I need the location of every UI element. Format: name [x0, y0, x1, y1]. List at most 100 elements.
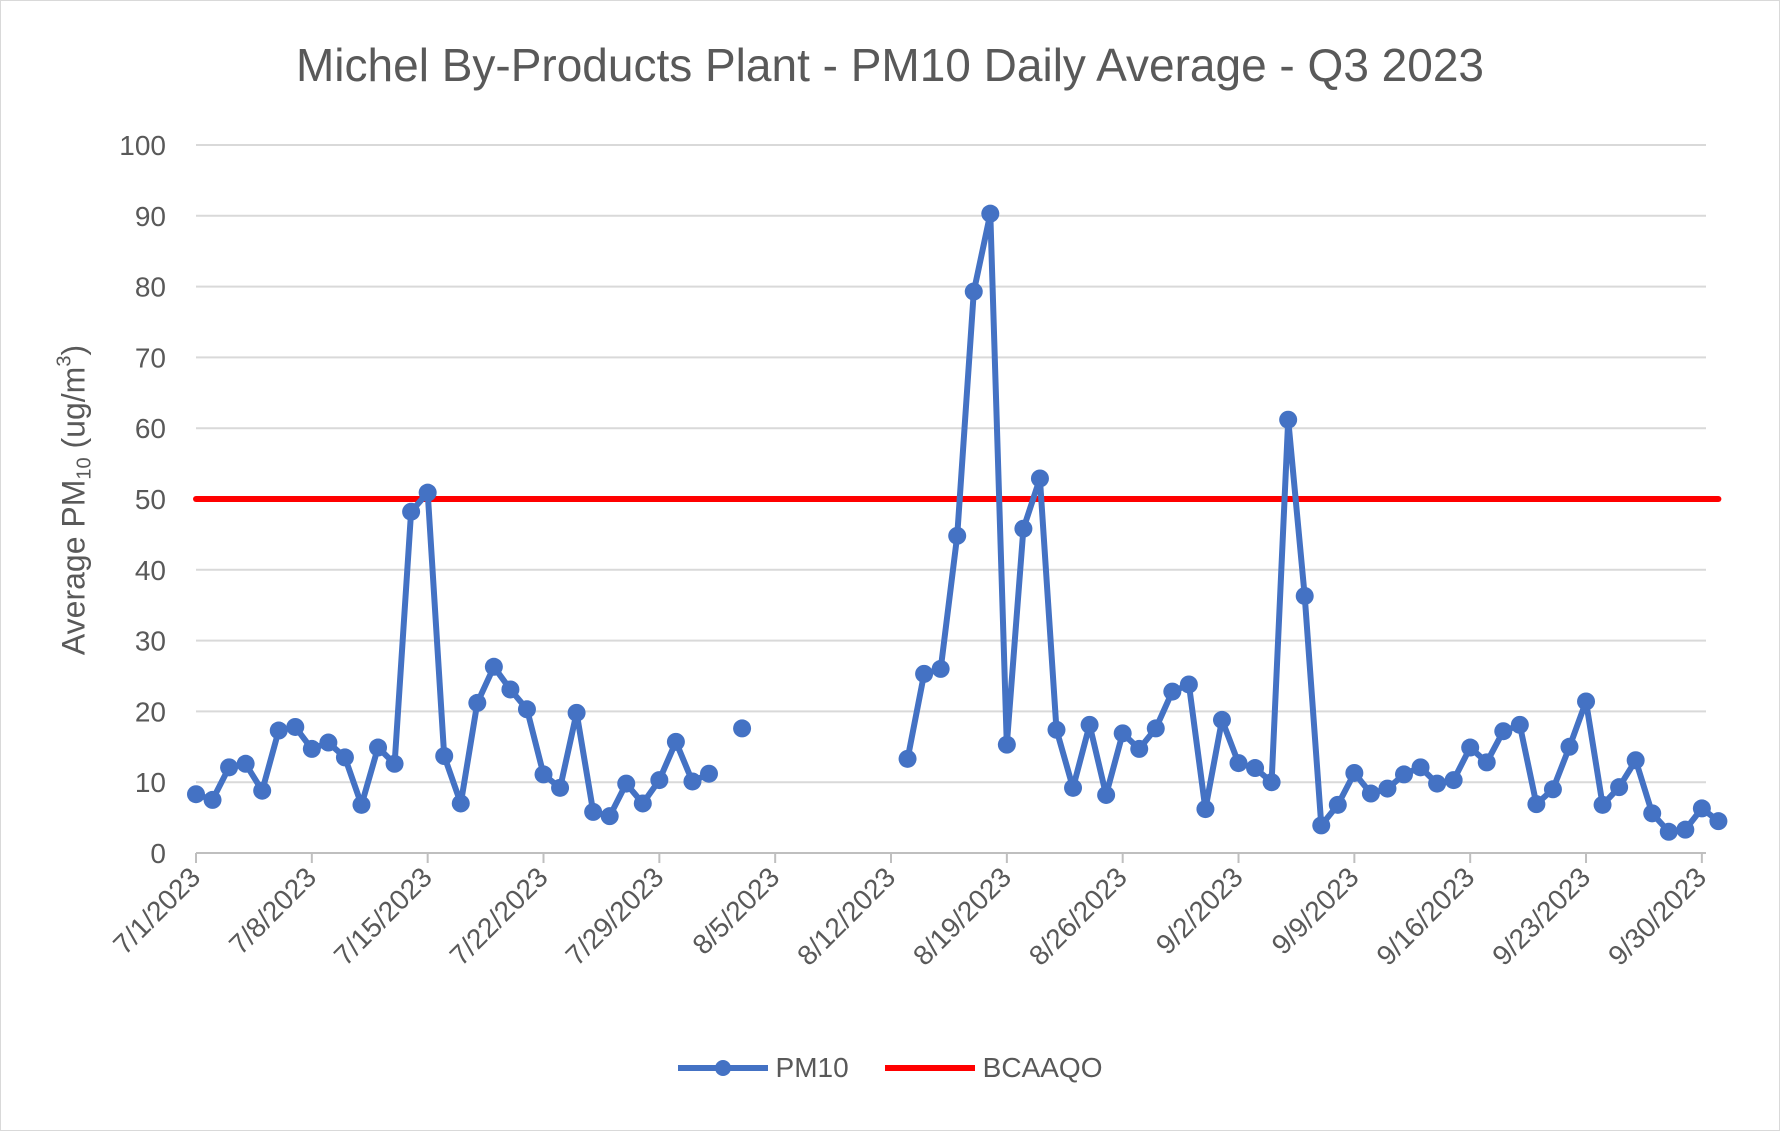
data-point-pm10 — [1179, 675, 1198, 694]
y-axis-label: Average PM10 (ug/m3) — [54, 345, 97, 655]
data-point-pm10 — [220, 758, 239, 777]
data-point-pm10 — [236, 754, 255, 773]
legend-swatch-pm10 — [677, 1060, 768, 1076]
legend-item-bcaaqo: BCAAQO — [884, 1052, 1103, 1084]
y-tick-label: 10 — [135, 767, 166, 798]
data-point-pm10 — [302, 739, 321, 758]
data-point-pm10 — [484, 657, 503, 676]
x-tick-label: 7/8/2023 — [223, 861, 322, 960]
y-axis-label-unit: (ug/m — [55, 366, 92, 458]
x-tick-label: 9/30/2023 — [1602, 861, 1712, 971]
data-point-pm10 — [1577, 692, 1596, 711]
data-point-pm10 — [567, 703, 586, 722]
data-point-pm10 — [948, 526, 967, 545]
data-point-pm10 — [1411, 758, 1430, 777]
data-point-pm10 — [501, 680, 520, 699]
data-point-pm10 — [683, 772, 702, 791]
data-point-pm10 — [385, 754, 404, 773]
data-point-pm10 — [517, 700, 536, 719]
x-tick-label: 7/22/2023 — [444, 861, 554, 971]
y-axis-label-close: ) — [55, 344, 92, 356]
data-point-pm10 — [699, 764, 718, 783]
data-point-pm10 — [1163, 682, 1182, 701]
y-tick-label: 70 — [135, 342, 166, 373]
data-point-pm10 — [1444, 771, 1463, 790]
data-point-pm10 — [1692, 799, 1711, 818]
data-point-pm10 — [551, 778, 570, 797]
data-point-pm10 — [1378, 779, 1397, 798]
data-point-pm10 — [253, 781, 272, 800]
data-point-pm10 — [1477, 753, 1496, 772]
data-point-pm10 — [187, 785, 205, 804]
data-point-pm10 — [1113, 724, 1132, 743]
data-point-pm10 — [981, 204, 1000, 223]
y-tick-label: 40 — [135, 555, 166, 586]
chart-title: Michel By-Products Plant - PM10 Daily Av… — [295, 39, 1485, 91]
y-tick-label: 100 — [119, 130, 166, 161]
data-point-pm10 — [617, 774, 636, 793]
x-tick-labels: 7/1/2023 7/8/2023 7/15/2023 7/22/2023 7/29/2… — [107, 861, 1712, 971]
data-point-pm10 — [1229, 754, 1248, 773]
data-point-pm10 — [335, 748, 354, 767]
x-tick-label: 8/12/2023 — [791, 861, 901, 971]
legend-label-bcaaqo: BCAAQO — [982, 1052, 1103, 1083]
data-point-pm10 — [534, 765, 553, 784]
data-point-pm10 — [1361, 784, 1380, 803]
data-point-pm10 — [1279, 410, 1298, 429]
data-point-pm10 — [1196, 800, 1215, 819]
y-tick-label: 30 — [135, 626, 166, 657]
legend-item-pm10: PM10 — [677, 1052, 849, 1084]
legend-swatch-bcaaqo — [884, 1065, 975, 1071]
data-point-pm10 — [1312, 816, 1331, 835]
data-point-pm10 — [402, 502, 421, 521]
data-point-pm10 — [1643, 804, 1662, 823]
data-point-pm10 — [1527, 795, 1546, 814]
y-tick-label: 50 — [135, 484, 166, 515]
data-point-pm10 — [1593, 795, 1612, 814]
series-line-pm10 — [193, 489, 712, 820]
legend: PM10 BCAAQO — [0, 1052, 1780, 1084]
data-point-pm10 — [1395, 765, 1413, 784]
x-tick-label: 7/15/2023 — [328, 861, 438, 971]
legend-label-pm10: PM10 — [775, 1052, 849, 1083]
data-point-pm10 — [468, 693, 487, 712]
data-point-pm10 — [915, 664, 934, 683]
x-tick-label: 9/9/2023 — [1266, 861, 1365, 960]
y-axis-label-subscript: 10 — [73, 457, 96, 480]
data-point-pm10 — [269, 721, 288, 740]
data-point-pm10 — [1676, 820, 1695, 839]
series-layer — [187, 204, 1728, 841]
data-point-pm10 — [1014, 519, 1033, 538]
data-point-pm10 — [584, 802, 603, 821]
data-point-pm10 — [1246, 759, 1265, 778]
y-axis-label-superscript: 3 — [53, 355, 76, 367]
data-point-pm10 — [964, 282, 983, 301]
data-point-pm10 — [1295, 586, 1314, 605]
data-point-pm10 — [418, 483, 437, 502]
y-tick-label: 90 — [135, 201, 166, 232]
data-point-pm10 — [1626, 751, 1645, 770]
data-point-pm10 — [352, 795, 371, 814]
x-tick-label: 8/26/2023 — [1023, 861, 1133, 971]
data-point-pm10 — [451, 794, 470, 813]
data-point-pm10 — [666, 732, 685, 751]
data-point-pm10 — [1543, 780, 1562, 799]
data-point-pm10 — [1510, 715, 1529, 734]
data-point-pm10 — [435, 747, 454, 766]
data-point-pm10 — [650, 771, 669, 790]
data-point-pm10 — [633, 794, 652, 813]
data-point-pm10 — [369, 738, 388, 757]
data-point-pm10 — [1212, 710, 1231, 729]
data-point-pm10 — [1659, 822, 1678, 841]
x-tick-label: 8/5/2023 — [686, 861, 785, 960]
data-point-pm10 — [1345, 763, 1364, 782]
x-tick-label: 8/19/2023 — [907, 861, 1017, 971]
data-point-pm10 — [1047, 720, 1066, 739]
data-point-pm10 — [1064, 778, 1083, 797]
data-point-pm10 — [1080, 715, 1099, 734]
data-point-pm10 — [1494, 722, 1513, 741]
data-point-pm10 — [733, 719, 752, 738]
data-point-pm10 — [931, 659, 950, 678]
